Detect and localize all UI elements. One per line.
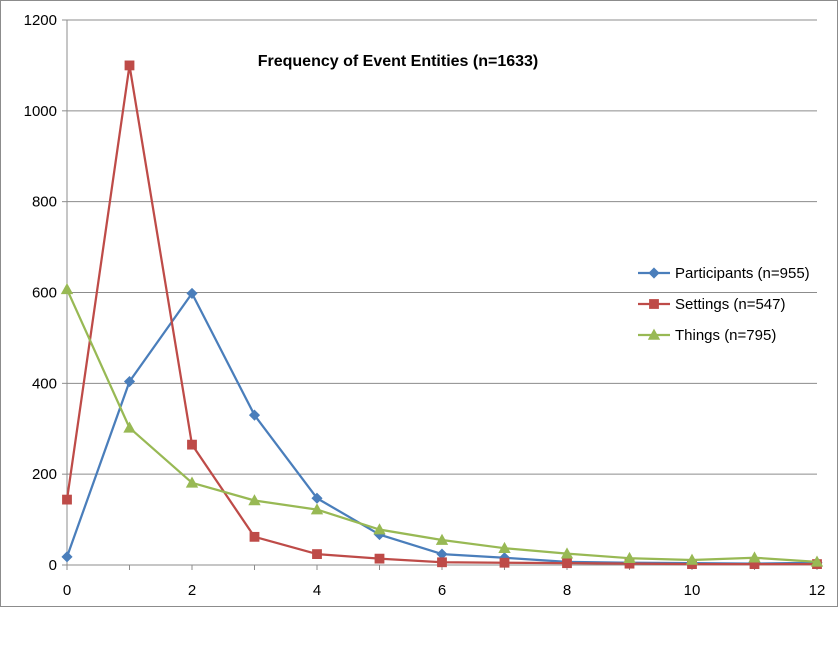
line-chart: 0 200 400 600 800 1000 1200 0 2 4 6 8 10 12 Frequenc…: [24, 12, 826, 599]
data-point: [124, 60, 135, 71]
legend-item: Settings (n=547): [638, 296, 786, 313]
data-point: [810, 555, 824, 567]
y-tick-label: 1200: [24, 12, 57, 29]
data-point: [60, 282, 74, 295]
grid: [67, 19, 817, 475]
data-point: [248, 494, 261, 506]
legend-item: Things (n=795): [638, 327, 776, 344]
x-tick-label: 4: [313, 582, 321, 599]
y-axis-ticks: 0 200 400 600 800 1000 1200: [24, 12, 67, 574]
data-point: [623, 551, 636, 563]
data-point: [560, 547, 574, 559]
chart-frame: 0 200 400 600 800 1000 1200 0 2 4 6 8 10 12 Frequenc…: [0, 0, 838, 607]
x-tick-label: 0: [63, 582, 71, 599]
data-point: [62, 494, 72, 505]
data-point: [562, 558, 572, 569]
y-tick-label: 800: [32, 194, 57, 211]
legend-marker: [648, 267, 660, 279]
legend: Participants (n=955) Settings (n=547) Thin…: [638, 265, 810, 344]
x-tick-label: 10: [684, 582, 701, 599]
data-point: [435, 533, 449, 545]
y-tick-label: 200: [32, 466, 57, 483]
data-point: [123, 375, 136, 388]
data-point: [499, 557, 510, 568]
data-point: [373, 523, 386, 535]
y-tick-label: 400: [32, 375, 57, 392]
data-point: [249, 531, 260, 542]
x-tick-label: 8: [563, 582, 571, 599]
y-tick-label: 0: [49, 557, 57, 574]
data-point: [498, 541, 511, 553]
data-point: [123, 421, 136, 433]
series-line: [65, 64, 817, 566]
y-tick-label: 600: [32, 285, 57, 302]
y-tick-label: 1000: [24, 103, 57, 120]
series-triangle: [60, 282, 824, 567]
data-point: [61, 551, 73, 563]
data-point: [310, 503, 324, 515]
legend-marker: [649, 299, 659, 309]
data-point: [312, 549, 322, 559]
x-tick-label: 6: [438, 582, 446, 599]
data-point: [186, 287, 198, 299]
x-tick-label: 2: [188, 582, 196, 599]
chart-title: Frequency of Event Entities (n=1633): [258, 53, 539, 70]
data-point: [748, 551, 761, 563]
data-point: [685, 553, 699, 565]
data-point: [185, 476, 199, 488]
x-tick-label: 12: [809, 582, 826, 599]
legend-marker: [647, 328, 661, 340]
data-point: [187, 439, 197, 450]
data-point: [374, 553, 385, 564]
x-axis-ticks: 0 2 4 6 8 10 12: [63, 565, 826, 599]
series-group: [60, 60, 824, 570]
legend-label: Things (n=795): [675, 327, 776, 344]
legend-label: Settings (n=547): [675, 296, 786, 313]
data-point: [248, 409, 261, 421]
legend-item: Participants (n=955): [638, 265, 810, 282]
data-point: [437, 557, 447, 568]
data-point: [311, 492, 323, 504]
legend-label: Participants (n=955): [675, 265, 810, 282]
